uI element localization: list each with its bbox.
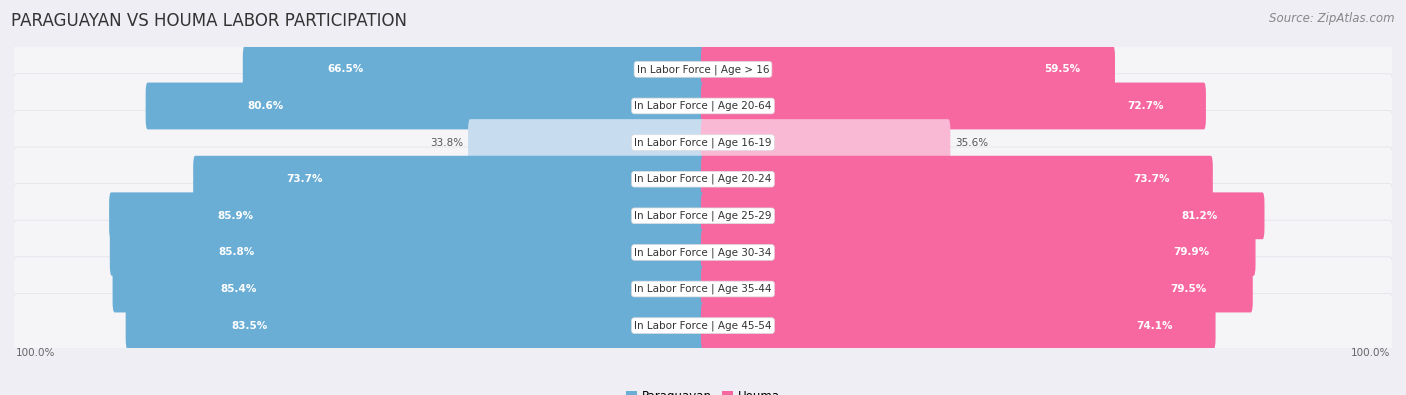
Text: PARAGUAYAN VS HOUMA LABOR PARTICIPATION: PARAGUAYAN VS HOUMA LABOR PARTICIPATION bbox=[11, 12, 408, 30]
Text: 83.5%: 83.5% bbox=[231, 321, 267, 331]
FancyBboxPatch shape bbox=[13, 257, 1393, 321]
FancyBboxPatch shape bbox=[702, 302, 1216, 349]
FancyBboxPatch shape bbox=[13, 74, 1393, 138]
Text: 85.4%: 85.4% bbox=[221, 284, 257, 294]
FancyBboxPatch shape bbox=[110, 192, 704, 239]
FancyBboxPatch shape bbox=[13, 147, 1393, 211]
Text: In Labor Force | Age > 16: In Labor Force | Age > 16 bbox=[637, 64, 769, 75]
Text: 66.5%: 66.5% bbox=[328, 64, 364, 74]
FancyBboxPatch shape bbox=[702, 265, 1253, 312]
Text: 73.7%: 73.7% bbox=[1133, 174, 1170, 184]
FancyBboxPatch shape bbox=[702, 83, 1206, 130]
Text: 35.6%: 35.6% bbox=[955, 137, 988, 148]
Text: 79.9%: 79.9% bbox=[1173, 247, 1209, 258]
Text: 33.8%: 33.8% bbox=[430, 137, 463, 148]
FancyBboxPatch shape bbox=[13, 184, 1393, 248]
Text: Source: ZipAtlas.com: Source: ZipAtlas.com bbox=[1270, 12, 1395, 25]
Text: 100.0%: 100.0% bbox=[15, 348, 55, 358]
FancyBboxPatch shape bbox=[125, 302, 704, 349]
FancyBboxPatch shape bbox=[243, 46, 704, 93]
FancyBboxPatch shape bbox=[702, 156, 1213, 203]
FancyBboxPatch shape bbox=[146, 83, 704, 130]
Text: 100.0%: 100.0% bbox=[1351, 348, 1391, 358]
FancyBboxPatch shape bbox=[13, 220, 1393, 285]
FancyBboxPatch shape bbox=[13, 293, 1393, 358]
Text: In Labor Force | Age 45-54: In Labor Force | Age 45-54 bbox=[634, 320, 772, 331]
Text: 85.9%: 85.9% bbox=[218, 211, 254, 221]
Text: In Labor Force | Age 20-64: In Labor Force | Age 20-64 bbox=[634, 101, 772, 111]
Text: In Labor Force | Age 25-29: In Labor Force | Age 25-29 bbox=[634, 211, 772, 221]
Text: 85.8%: 85.8% bbox=[218, 247, 254, 258]
FancyBboxPatch shape bbox=[702, 229, 1256, 276]
FancyBboxPatch shape bbox=[468, 119, 704, 166]
Text: In Labor Force | Age 30-34: In Labor Force | Age 30-34 bbox=[634, 247, 772, 258]
Text: 80.6%: 80.6% bbox=[247, 101, 284, 111]
Text: 72.7%: 72.7% bbox=[1128, 101, 1164, 111]
FancyBboxPatch shape bbox=[702, 119, 950, 166]
FancyBboxPatch shape bbox=[13, 37, 1393, 102]
FancyBboxPatch shape bbox=[702, 192, 1264, 239]
Text: 79.5%: 79.5% bbox=[1171, 284, 1206, 294]
Text: 73.7%: 73.7% bbox=[287, 174, 323, 184]
Text: In Labor Force | Age 35-44: In Labor Force | Age 35-44 bbox=[634, 284, 772, 294]
Legend: Paraguayan, Houma: Paraguayan, Houma bbox=[621, 385, 785, 395]
Text: In Labor Force | Age 20-24: In Labor Force | Age 20-24 bbox=[634, 174, 772, 184]
FancyBboxPatch shape bbox=[702, 46, 1115, 93]
Text: 81.2%: 81.2% bbox=[1181, 211, 1218, 221]
Text: 59.5%: 59.5% bbox=[1045, 64, 1080, 74]
FancyBboxPatch shape bbox=[110, 229, 704, 276]
FancyBboxPatch shape bbox=[193, 156, 704, 203]
FancyBboxPatch shape bbox=[112, 265, 704, 312]
Text: 74.1%: 74.1% bbox=[1136, 321, 1173, 331]
FancyBboxPatch shape bbox=[13, 110, 1393, 175]
Text: In Labor Force | Age 16-19: In Labor Force | Age 16-19 bbox=[634, 137, 772, 148]
